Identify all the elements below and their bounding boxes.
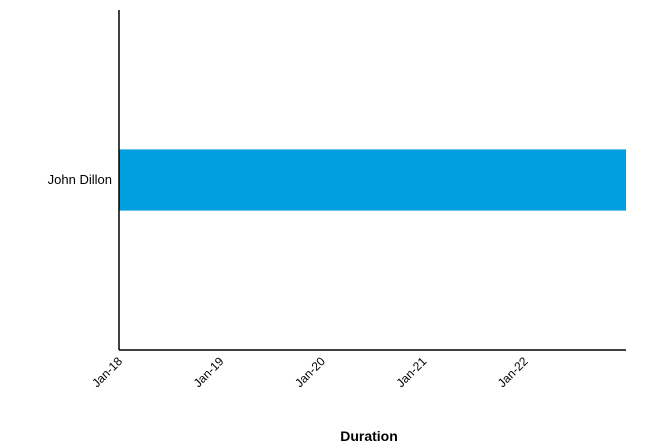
- x-tick-label: Jan-20: [292, 354, 328, 390]
- x-axis-ticks: Jan-18 Jan-19 Jan-20 Jan-21 Jan-22: [89, 354, 531, 390]
- x-axis-title: Duration: [340, 428, 398, 444]
- category-label: John Dillon: [48, 172, 112, 187]
- bar-john-dillon: [119, 149, 626, 211]
- x-tick-label: Jan-22: [495, 354, 531, 390]
- x-tick-label: Jan-19: [191, 354, 227, 390]
- plot-area: [119, 149, 626, 211]
- x-tick-label: Jan-18: [89, 354, 125, 390]
- x-tick-label: Jan-21: [393, 354, 429, 390]
- y-axis-categories: John Dillon: [48, 172, 112, 187]
